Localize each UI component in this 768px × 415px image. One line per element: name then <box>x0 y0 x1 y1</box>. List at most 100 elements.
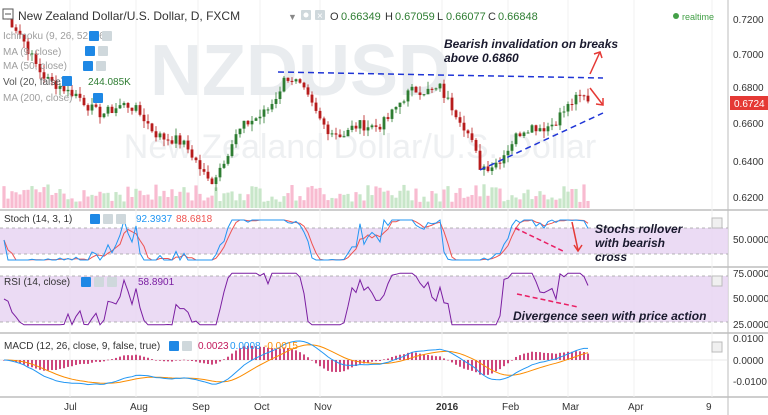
volume-bar <box>210 195 214 208</box>
volume-bar <box>114 192 118 208</box>
price-tick: 0.7000 <box>733 50 764 61</box>
volume-bar <box>66 199 70 208</box>
ichimoku-visibility-icon[interactable] <box>89 31 99 41</box>
candle-body <box>42 72 46 79</box>
macd-hist-bar <box>375 360 377 362</box>
candle-body <box>274 98 278 104</box>
candle-body <box>386 117 390 119</box>
indicator-ma-close[interactable]: MA (9, close) <box>3 47 61 58</box>
candle-body <box>118 105 122 109</box>
candle-body <box>358 120 362 129</box>
volume-bar <box>230 191 234 208</box>
candle-body <box>190 149 194 158</box>
macd-hist-bar <box>295 350 297 360</box>
ma-visibility-icon[interactable] <box>85 46 95 56</box>
volume-bar <box>178 191 182 208</box>
stoch-d-value: 88.6818 <box>176 214 213 225</box>
macd-hist-bar <box>139 355 141 360</box>
title-settings-icon[interactable] <box>301 10 311 20</box>
volume-bar <box>406 190 410 208</box>
candle-body <box>550 124 554 127</box>
ma-settings-icon[interactable] <box>98 46 108 56</box>
support-trendline <box>479 112 604 171</box>
candle-body <box>354 125 358 129</box>
volume-bar <box>334 198 338 208</box>
volume-bar <box>494 187 498 208</box>
ma-b-visibility-icon[interactable] <box>83 61 93 71</box>
close-value: 0.66848 <box>498 11 538 23</box>
watermark: NZDUSD <box>150 31 450 111</box>
ichimoku-settings-icon[interactable] <box>102 31 112 41</box>
macd-hist-bar <box>91 360 93 363</box>
volume-bar <box>370 195 374 208</box>
macd-legend-icons[interactable] <box>169 341 192 351</box>
candle-body <box>514 133 518 145</box>
low-value: 0.66077 <box>446 11 486 23</box>
candle-body <box>398 102 402 107</box>
volume-bar <box>378 187 382 208</box>
volume-bar <box>558 198 562 208</box>
volume-bar <box>2 186 6 208</box>
title-close-icon[interactable]: × <box>315 10 325 22</box>
indicator-ma200[interactable]: MA (200, close) <box>3 93 72 104</box>
macd-hist-bar <box>39 360 41 370</box>
rsi-label[interactable]: RSI (14, close) <box>4 277 70 288</box>
macd-hist-bar <box>163 360 165 362</box>
ma200-visibility-icon[interactable] <box>93 93 103 103</box>
candle-body <box>22 34 26 42</box>
volume-bar <box>442 189 446 208</box>
candle-body <box>142 114 146 122</box>
volume-bar <box>398 190 402 208</box>
macd-hist-bar <box>515 356 517 360</box>
indicator-ichimoku[interactable]: Ichimoku (9, 26, 52, 26) <box>3 31 108 42</box>
volume-bar <box>346 193 350 208</box>
macd-hist-bar <box>383 359 385 360</box>
volume-bar <box>62 193 66 208</box>
volume-bar <box>54 192 58 208</box>
realtime-label: realtime <box>682 12 714 22</box>
macd-hist-bar <box>35 360 37 369</box>
macd-hist-bar <box>195 360 197 362</box>
rsi-divergence-line <box>516 293 579 308</box>
macd-hist-bar <box>407 352 409 360</box>
candle-body <box>214 177 218 185</box>
indicator-ma-b[interactable]: MA (50, close) <box>3 61 67 72</box>
candle-body <box>546 126 550 132</box>
volume-bar <box>94 195 98 208</box>
volume-bar <box>386 190 390 208</box>
panel-settings-icon[interactable] <box>711 217 723 353</box>
indicator-volume[interactable]: Vol (20, false) <box>3 77 64 88</box>
macd-hist-bar <box>467 360 469 370</box>
high-value: 0.67059 <box>395 11 435 23</box>
candle-body <box>70 89 74 97</box>
ma-b-settings-icon[interactable] <box>96 61 106 71</box>
macd-hist-bar <box>203 360 205 364</box>
volume-bar <box>566 191 570 208</box>
candle-body <box>406 90 410 102</box>
rsi-legend-icons[interactable] <box>81 277 117 287</box>
volume-visibility-icon[interactable] <box>62 76 72 86</box>
candle-body <box>414 86 418 93</box>
candle-body <box>490 167 494 172</box>
candle-body <box>438 83 442 89</box>
candle-body <box>290 80 294 82</box>
candle-body <box>162 133 166 140</box>
candle-body <box>134 105 138 111</box>
time-tick: Apr <box>628 402 644 413</box>
macd-hist-bar <box>355 360 357 367</box>
stoch-label[interactable]: Stoch (14, 3, 1) <box>4 214 72 225</box>
macd-hist-bar <box>55 360 57 370</box>
macd-hist-bar <box>539 352 541 360</box>
volume-bar <box>38 192 42 208</box>
volume-bar <box>330 197 334 208</box>
candle-body <box>98 106 102 118</box>
macd-hist-bar <box>503 360 505 367</box>
volume-bar <box>490 187 494 208</box>
volume-bar <box>222 193 226 208</box>
candle-body <box>582 95 586 97</box>
last-price: 0.6724 <box>734 99 765 110</box>
macd-hist-bar <box>135 354 137 360</box>
stoch-legend-icons[interactable] <box>90 214 126 224</box>
macd-label[interactable]: MACD (12, 26, close, 9, false, true) <box>4 341 160 352</box>
title-dropdown-icon[interactable]: ▼ <box>288 12 297 22</box>
